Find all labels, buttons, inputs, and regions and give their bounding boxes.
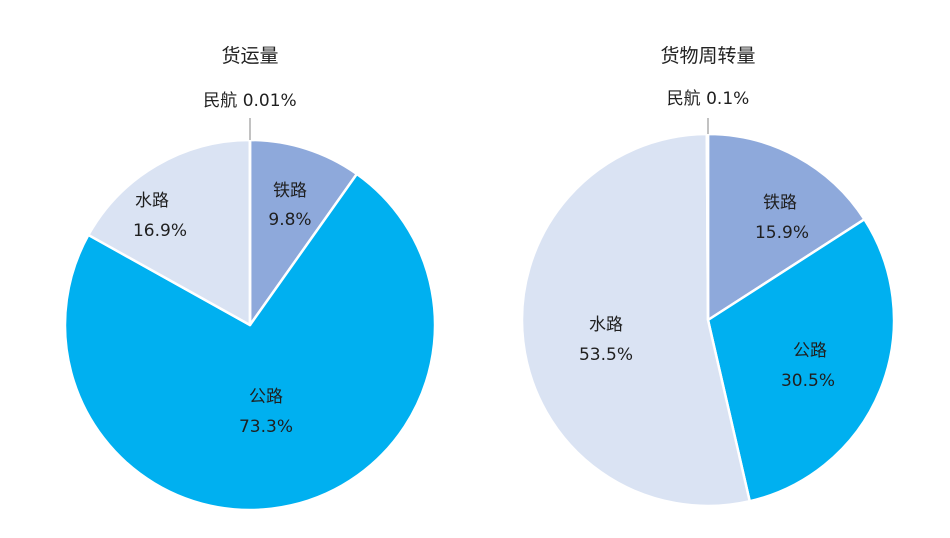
pie-chart-freight-turnover: 货物周转量 民航 0.1% 铁路 15.9% 公路 30.5% 水路 53.5% (520, 45, 896, 508)
pie-slice-waterway (87, 138, 252, 327)
slice-name-railway: 铁路 (273, 181, 307, 201)
pie-slice-highway (63, 172, 437, 512)
slice-name-highway: 公路 (793, 341, 827, 361)
slice-value-aviation: 0.01% (243, 91, 297, 111)
slice-name-highway: 公路 (249, 387, 283, 407)
slice-value-aviation: 0.1% (706, 89, 749, 109)
pie-slices-freight-volume (63, 138, 437, 512)
pie-slice-waterway (520, 132, 751, 508)
slice-name-waterway: 水路 (589, 315, 623, 335)
slice-name-waterway: 水路 (135, 191, 169, 211)
chart-title-freight-volume: 货运量 (221, 45, 278, 67)
slice-label-aviation: 民航 0.01% (203, 91, 296, 111)
chart-title-freight-turnover: 货物周转量 (660, 45, 755, 67)
slice-value-railway: 15.9% (755, 223, 809, 243)
slice-name-aviation: 民航 (203, 91, 237, 111)
pie-slices-freight-turnover (520, 132, 896, 508)
pie-slice-aviation (705, 132, 710, 322)
slice-name-aviation: 民航 (667, 89, 701, 109)
slice-value-railway: 9.8% (268, 210, 311, 230)
slice-label-aviation: 民航 0.1% (667, 89, 750, 109)
slice-value-highway: 30.5% (781, 371, 835, 391)
pie-slice-railway (706, 132, 866, 322)
pie-slice-railway (248, 138, 359, 327)
slice-value-highway: 73.3% (239, 417, 293, 437)
slice-value-waterway: 16.9% (133, 221, 187, 241)
slice-name-railway: 铁路 (763, 193, 797, 213)
pie-slice-highway (706, 218, 896, 503)
pie-chart-freight-volume: 货运量 民航 0.01% 铁路 9.8% 水路 16.9% 公路 73.3% (63, 45, 437, 512)
slice-value-waterway: 53.5% (579, 345, 633, 365)
